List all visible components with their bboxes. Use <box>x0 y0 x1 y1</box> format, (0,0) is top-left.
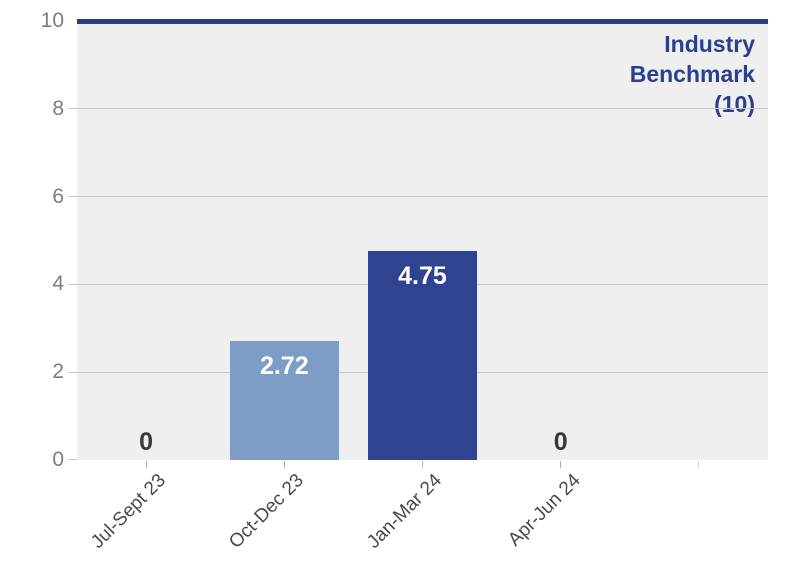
y-tick-label-10: 10 <box>40 9 64 32</box>
bar-2 <box>229 340 339 460</box>
x-tick-mark-5 <box>698 461 700 468</box>
benchmark-label: Industry Benchmark (10) <box>630 29 755 119</box>
gridline-y-6 <box>68 196 768 198</box>
y-tick-label-2: 2 <box>52 360 64 384</box>
x-tick-mark-4 <box>560 461 562 468</box>
bar-value-label-3: 4.75 <box>398 262 447 291</box>
bar-3 <box>368 251 477 460</box>
y-tick-label-8: 8 <box>52 96 64 120</box>
benchmark-label-line-1: Industry <box>664 31 755 57</box>
plot-area: Industry Benchmark (10) 0 2.72 4.75 0 <box>68 19 768 460</box>
y-tick-label-0: 0 <box>52 448 64 471</box>
x-tick-label-4: Apr-Jun 24 <box>503 470 585 551</box>
x-tick-label-1: Jul-Sept 23 <box>87 470 170 553</box>
benchmark-line <box>77 19 768 24</box>
bar-value-label-2: 2.72 <box>259 351 309 380</box>
y-tick-label-4: 4 <box>52 272 64 296</box>
x-tick-mark-1 <box>145 461 147 468</box>
benchmark-label-line-2: Benchmark <box>629 61 755 87</box>
x-tick-mark-3 <box>422 461 423 468</box>
x-tick-label-2: Oct-Dec 23 <box>225 470 309 553</box>
y-tick-label-6: 6 <box>52 184 64 208</box>
bar-value-label-4: 0 <box>553 428 568 456</box>
benchmark-label-line-3: (10) <box>714 91 755 117</box>
y-tick-mark-0 <box>68 459 77 460</box>
x-tick-label-3: Jan-Mar 24 <box>363 470 447 553</box>
bar-value-label-1: 0 <box>139 428 154 456</box>
gridline-y-8 <box>68 108 768 110</box>
x-tick-mark-2 <box>283 461 285 468</box>
